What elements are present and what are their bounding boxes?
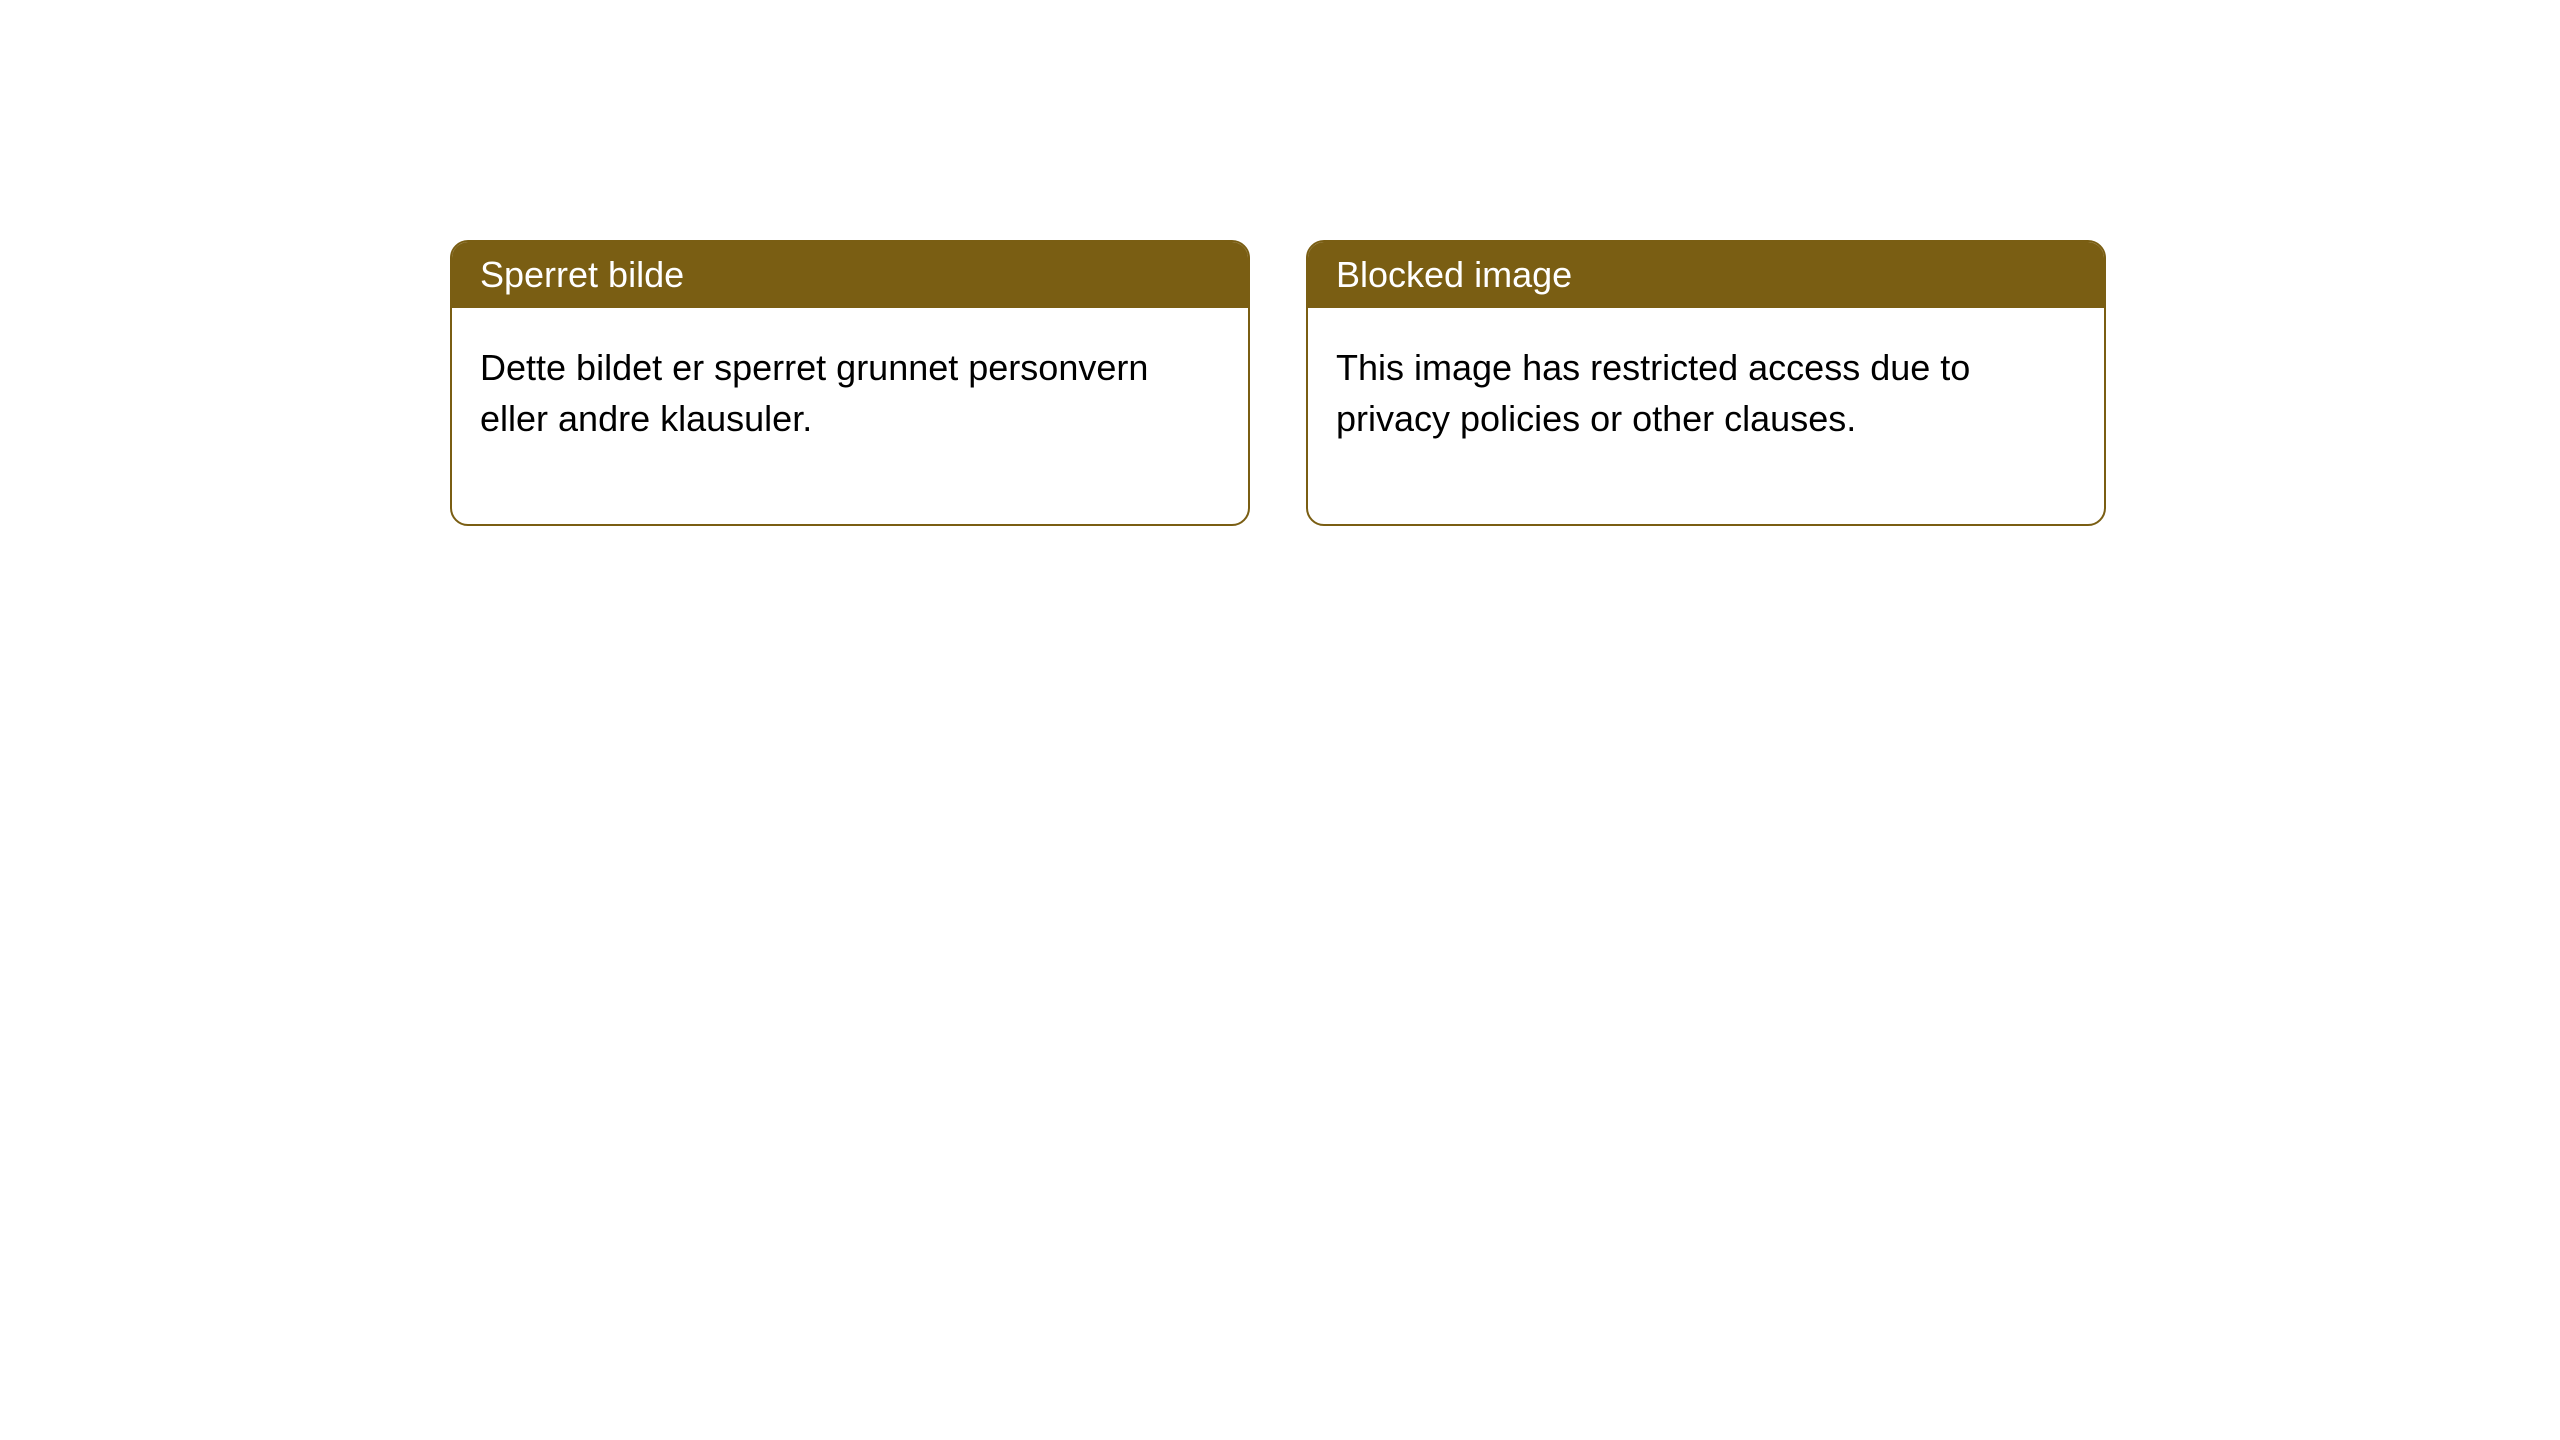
notice-body-no: Dette bildet er sperret grunnet personve… (452, 308, 1248, 524)
notice-text-no: Dette bildet er sperret grunnet personve… (480, 347, 1148, 439)
notice-header-en: Blocked image (1308, 242, 2104, 308)
notice-card-en: Blocked image This image has restricted … (1306, 240, 2106, 526)
notice-body-en: This image has restricted access due to … (1308, 308, 2104, 524)
notice-title-en: Blocked image (1336, 254, 1572, 295)
notice-text-en: This image has restricted access due to … (1336, 347, 1970, 439)
notice-card-no: Sperret bilde Dette bildet er sperret gr… (450, 240, 1250, 526)
notice-header-no: Sperret bilde (452, 242, 1248, 308)
notice-title-no: Sperret bilde (480, 254, 684, 295)
notice-container: Sperret bilde Dette bildet er sperret gr… (450, 240, 2110, 526)
